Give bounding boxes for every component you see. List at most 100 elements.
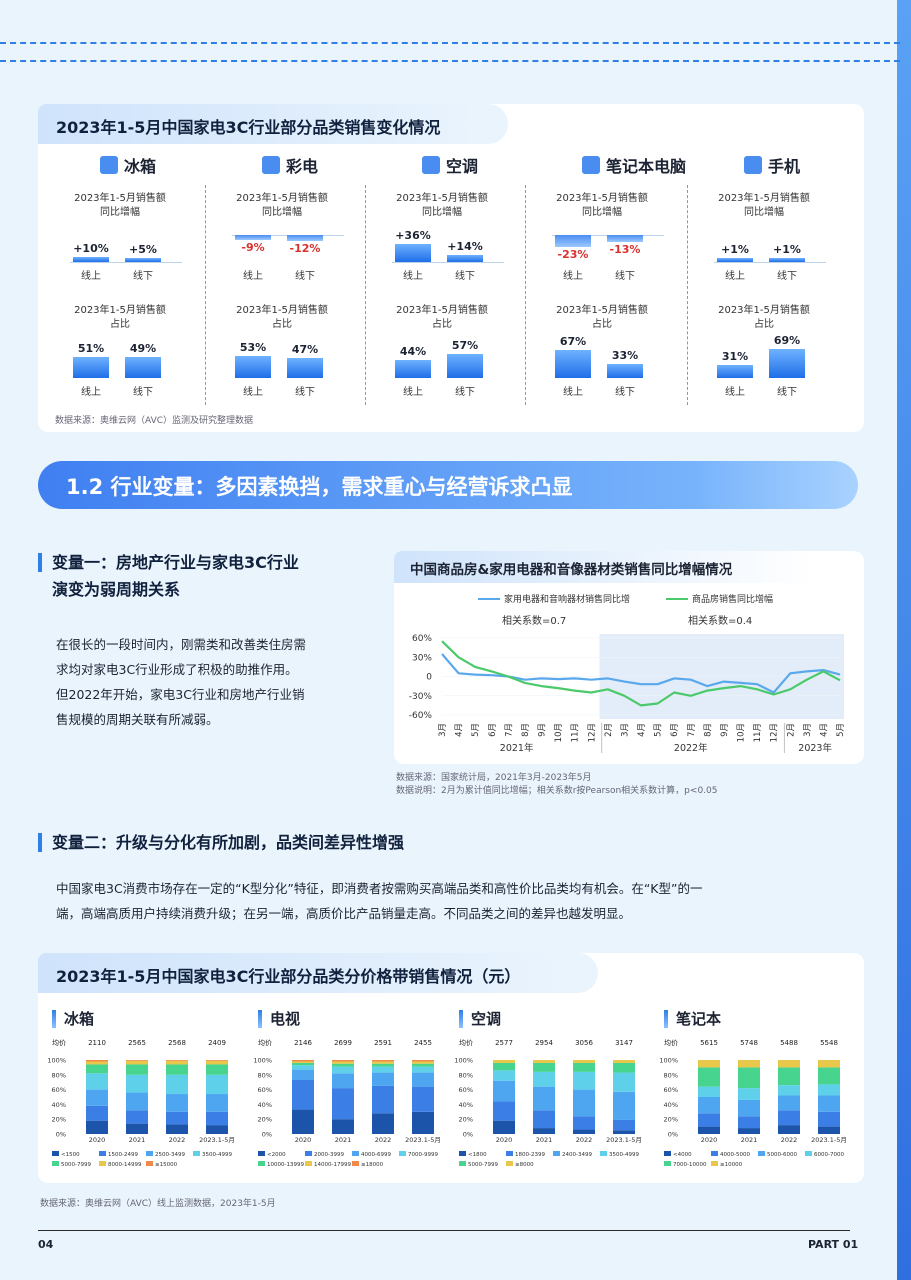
avg-price-value: 2409 <box>208 1039 226 1047</box>
stacked-segment <box>412 1063 434 1067</box>
stacked-segment <box>412 1111 434 1134</box>
stacked-segment <box>166 1094 188 1112</box>
legend-label: 2500-3499 <box>155 1152 185 1158</box>
x-tick-label: 2022 <box>576 1136 593 1144</box>
y-tick-label: 0% <box>262 1131 272 1139</box>
stacked-segment <box>372 1061 394 1064</box>
share-value: 69% <box>773 334 801 348</box>
growth-bar <box>125 258 161 262</box>
stacked-segment <box>698 1126 720 1134</box>
stacked-segment <box>126 1060 148 1065</box>
stacked-segment <box>533 1060 555 1063</box>
category-header: 冰箱 <box>100 150 156 180</box>
price-panel-title: 电视 <box>258 1008 300 1029</box>
paragraph-line: 在很长的一段时间内，刚需类和改善类住房需 <box>56 637 307 652</box>
legend-label: 3500-4999 <box>609 1152 639 1158</box>
heading-marker <box>38 553 42 572</box>
stacked-segment <box>166 1074 188 1095</box>
category-name: 彩电 <box>286 157 319 176</box>
x-tick-label: 6月 <box>670 723 680 737</box>
channel-label: 线上 <box>81 387 101 398</box>
fridge-icon <box>100 156 118 174</box>
avg-price-value: 5748 <box>740 1039 758 1047</box>
growth-value: -23% <box>557 247 589 261</box>
legend-label: <1800 <box>468 1152 487 1158</box>
y-tick-label: 80% <box>459 1071 473 1079</box>
channel-label: 线下 <box>133 271 153 282</box>
page-edge-accent <box>897 0 911 1280</box>
x-tick-label: 8月 <box>521 723 531 737</box>
legend-label: 4000-5000 <box>720 1152 750 1158</box>
stacked-segment <box>166 1124 188 1134</box>
year-group-label: 2023年 <box>798 742 832 754</box>
decorative-dash-line <box>0 60 900 62</box>
price-panel-title: 空调 <box>459 1008 501 1029</box>
stacked-segment <box>206 1125 228 1134</box>
x-tick-label: 2020 <box>295 1136 312 1144</box>
stacked-segment <box>738 1099 760 1117</box>
avg-price-label: 均价 <box>664 1038 678 1047</box>
category-header: 手机 <box>744 150 800 180</box>
stacked-segment <box>412 1060 434 1062</box>
legend-label: 4000-6999 <box>361 1152 391 1158</box>
stacked-segment <box>332 1060 354 1062</box>
line-chart-title: 中国商品房&家用电器和音像器材类销售同比增幅情况 <box>394 551 814 583</box>
legend-swatch <box>305 1151 312 1156</box>
channel-label: 线上 <box>563 387 583 398</box>
year-group-label: 2022年 <box>674 742 708 754</box>
label-line: 同比增幅 <box>100 207 140 218</box>
paragraph-line: 端，高端高质用户持续消费升级；在另一端，高质价比产品销量走高。不同品类之间的差异… <box>56 906 632 921</box>
part-label: PART 01 <box>808 1238 859 1251</box>
category-header: 空调 <box>422 150 478 180</box>
share-label: 2023年1-5月销售额 占比 <box>50 304 190 332</box>
stacked-segment <box>613 1072 635 1092</box>
growth-bar <box>769 258 805 262</box>
legend-swatch <box>193 1151 200 1156</box>
label-line: 占比 <box>432 319 452 330</box>
legend-swatch <box>399 1151 406 1156</box>
stacked-segment <box>493 1060 515 1063</box>
share-label: 2023年1-5月销售额 占比 <box>694 304 834 332</box>
growth-value: +1% <box>773 243 801 256</box>
label-line: 2023年1-5月销售额 <box>236 305 328 316</box>
legend-label: 2000-3999 <box>314 1152 344 1158</box>
stacked-segment <box>613 1119 635 1131</box>
stacked-segment <box>533 1110 555 1129</box>
channel-label: 线下 <box>295 387 315 398</box>
y-tick-label: 60% <box>664 1086 678 1094</box>
legend-swatch <box>758 1151 765 1156</box>
share-value: 53% <box>239 340 267 354</box>
stacked-segment <box>372 1060 394 1062</box>
category-header: 彩电 <box>262 150 318 180</box>
avg-price-value: 2568 <box>168 1039 186 1047</box>
stacked-segment <box>573 1116 595 1130</box>
stacked-segment <box>372 1072 394 1086</box>
growth-bar <box>395 244 431 262</box>
legend-label: 家用电器和音响器材销售同比增 <box>504 593 630 605</box>
stacked-segment <box>166 1060 188 1065</box>
y-tick-label: -60% <box>409 711 433 721</box>
legend-label: 7000-9999 <box>408 1152 438 1158</box>
y-tick-label: 20% <box>664 1116 678 1124</box>
growth-value: +1% <box>721 243 749 256</box>
legend-swatch <box>553 1151 560 1156</box>
legend-swatch <box>146 1161 153 1166</box>
legend-swatch <box>506 1161 513 1166</box>
stacked-segment <box>126 1123 148 1134</box>
stacked-segment <box>613 1130 635 1134</box>
stacked-segment <box>573 1071 595 1090</box>
stacked-segment <box>86 1105 108 1121</box>
avg-price-value: 2954 <box>535 1039 553 1047</box>
stacked-segment <box>818 1095 840 1112</box>
tv-icon <box>262 156 280 174</box>
share-bar <box>287 358 323 378</box>
x-tick-label: 2021 <box>741 1136 758 1144</box>
legend-label: ≥18000 <box>361 1162 384 1168</box>
x-tick-label: 2020 <box>701 1136 718 1144</box>
y-tick-label: 80% <box>664 1071 678 1079</box>
share-bar <box>555 349 591 378</box>
paragraph-line: 但2022年开始，家电3C行业和房地产行业销 <box>56 687 305 702</box>
stacked-segment <box>206 1060 228 1061</box>
avg-price-value: 2565 <box>128 1039 146 1047</box>
share-bar <box>769 349 805 378</box>
